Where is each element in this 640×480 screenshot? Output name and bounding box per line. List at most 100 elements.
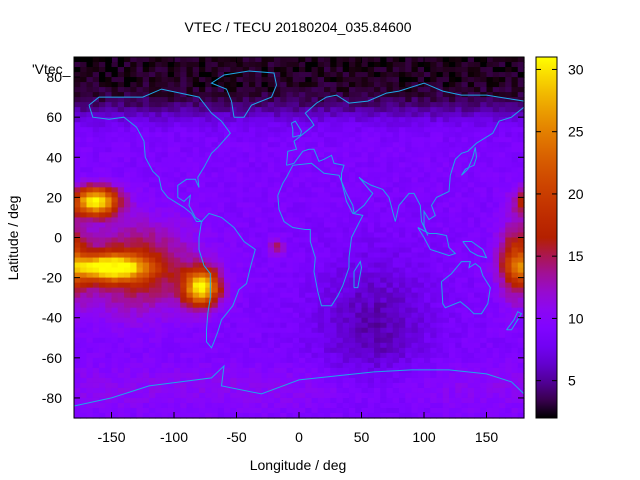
heatmap-cell bbox=[436, 127, 444, 133]
heatmap-cell bbox=[455, 157, 463, 163]
heatmap-cell bbox=[392, 62, 400, 68]
heatmap-cell bbox=[217, 127, 225, 133]
heatmap-cell bbox=[349, 252, 356, 259]
heatmap-cell bbox=[299, 312, 306, 319]
heatmap-cell bbox=[149, 217, 156, 224]
heatmap-cell bbox=[192, 72, 200, 78]
heatmap-cell bbox=[324, 62, 331, 68]
heatmap-cell bbox=[511, 317, 519, 324]
heatmap-cell bbox=[399, 147, 406, 153]
heatmap-cell bbox=[411, 247, 419, 254]
heatmap-cell bbox=[474, 297, 481, 304]
heatmap-cell bbox=[411, 387, 419, 394]
heatmap-cell bbox=[161, 337, 169, 344]
heatmap-cell bbox=[236, 332, 244, 339]
heatmap-cell bbox=[517, 207, 525, 214]
heatmap-cell bbox=[336, 167, 344, 173]
heatmap-cell bbox=[199, 242, 206, 249]
heatmap-cell bbox=[399, 327, 406, 334]
heatmap-cell bbox=[230, 362, 238, 369]
heatmap-cell bbox=[380, 357, 388, 364]
heatmap-cell bbox=[211, 62, 219, 68]
heatmap-cell bbox=[292, 227, 300, 234]
heatmap-cell bbox=[311, 357, 319, 364]
heatmap-cell bbox=[86, 87, 94, 93]
heatmap-cell bbox=[392, 357, 400, 364]
heatmap-cell bbox=[486, 122, 494, 128]
heatmap-cell bbox=[417, 287, 425, 294]
heatmap-cell bbox=[517, 137, 525, 143]
heatmap-cell bbox=[411, 57, 419, 63]
heatmap-cell bbox=[211, 242, 219, 249]
heatmap-cell bbox=[105, 97, 113, 103]
heatmap-cell bbox=[374, 262, 381, 269]
heatmap-cell bbox=[111, 317, 119, 324]
heatmap-cell bbox=[267, 82, 275, 88]
heatmap-cell bbox=[317, 272, 325, 279]
heatmap-cell bbox=[174, 287, 181, 294]
heatmap-cell bbox=[180, 167, 188, 173]
heatmap-cell bbox=[117, 102, 125, 108]
heatmap-cell bbox=[286, 252, 294, 259]
heatmap-cell bbox=[242, 207, 250, 214]
heatmap-cell bbox=[499, 62, 506, 68]
heatmap-cell bbox=[517, 172, 525, 178]
heatmap-cell bbox=[161, 377, 169, 384]
heatmap-cell bbox=[374, 372, 381, 379]
heatmap-cell bbox=[430, 292, 438, 299]
heatmap-cell bbox=[105, 352, 113, 359]
heatmap-cell bbox=[86, 337, 94, 344]
heatmap-cell bbox=[180, 382, 188, 389]
heatmap-cell bbox=[436, 97, 444, 103]
heatmap-cell bbox=[267, 297, 275, 304]
heatmap-cell bbox=[286, 332, 294, 339]
heatmap-cell bbox=[111, 242, 119, 249]
heatmap-cell bbox=[92, 182, 100, 188]
heatmap-cell bbox=[486, 197, 494, 203]
heatmap-cell bbox=[367, 222, 375, 229]
heatmap-cell bbox=[355, 147, 363, 153]
heatmap-cell bbox=[467, 317, 475, 324]
heatmap-cell bbox=[355, 127, 363, 133]
heatmap-cell bbox=[80, 257, 88, 264]
heatmap-cell bbox=[411, 237, 419, 244]
heatmap-cell bbox=[86, 277, 94, 284]
heatmap-cell bbox=[436, 262, 444, 269]
heatmap-cell bbox=[449, 382, 456, 389]
heatmap-cell bbox=[130, 92, 138, 98]
heatmap-cell bbox=[299, 67, 306, 73]
heatmap-cell bbox=[155, 317, 163, 324]
heatmap-cell bbox=[380, 247, 388, 254]
heatmap-cell bbox=[467, 197, 475, 203]
heatmap-cell bbox=[467, 252, 475, 259]
heatmap-cell bbox=[517, 372, 525, 379]
heatmap-cell bbox=[155, 97, 163, 103]
heatmap-cell bbox=[217, 357, 225, 364]
heatmap-cell bbox=[249, 202, 256, 209]
heatmap-cell bbox=[224, 197, 231, 203]
heatmap-cell bbox=[392, 337, 400, 344]
heatmap-cell bbox=[430, 167, 438, 173]
heatmap-cell bbox=[467, 137, 475, 143]
heatmap-cell bbox=[174, 282, 181, 289]
heatmap-cell bbox=[155, 372, 163, 379]
heatmap-cell bbox=[174, 262, 181, 269]
heatmap-cell bbox=[286, 112, 294, 118]
heatmap-cell bbox=[392, 297, 400, 304]
heatmap-cell bbox=[392, 227, 400, 234]
heatmap-cell bbox=[211, 97, 219, 103]
heatmap-cell bbox=[442, 357, 450, 364]
heatmap-cell bbox=[255, 82, 263, 88]
heatmap-cell bbox=[311, 132, 319, 138]
heatmap-cell bbox=[167, 237, 175, 244]
heatmap-cell bbox=[305, 257, 313, 264]
heatmap-cell bbox=[105, 377, 113, 384]
heatmap-cell bbox=[480, 102, 488, 108]
heatmap-cell bbox=[99, 172, 106, 178]
heatmap-cell bbox=[142, 197, 150, 203]
heatmap-cell bbox=[474, 257, 481, 264]
heatmap-cell bbox=[330, 192, 338, 198]
heatmap-cell bbox=[205, 327, 213, 334]
heatmap-cell bbox=[261, 242, 269, 249]
heatmap-cell bbox=[236, 197, 244, 203]
